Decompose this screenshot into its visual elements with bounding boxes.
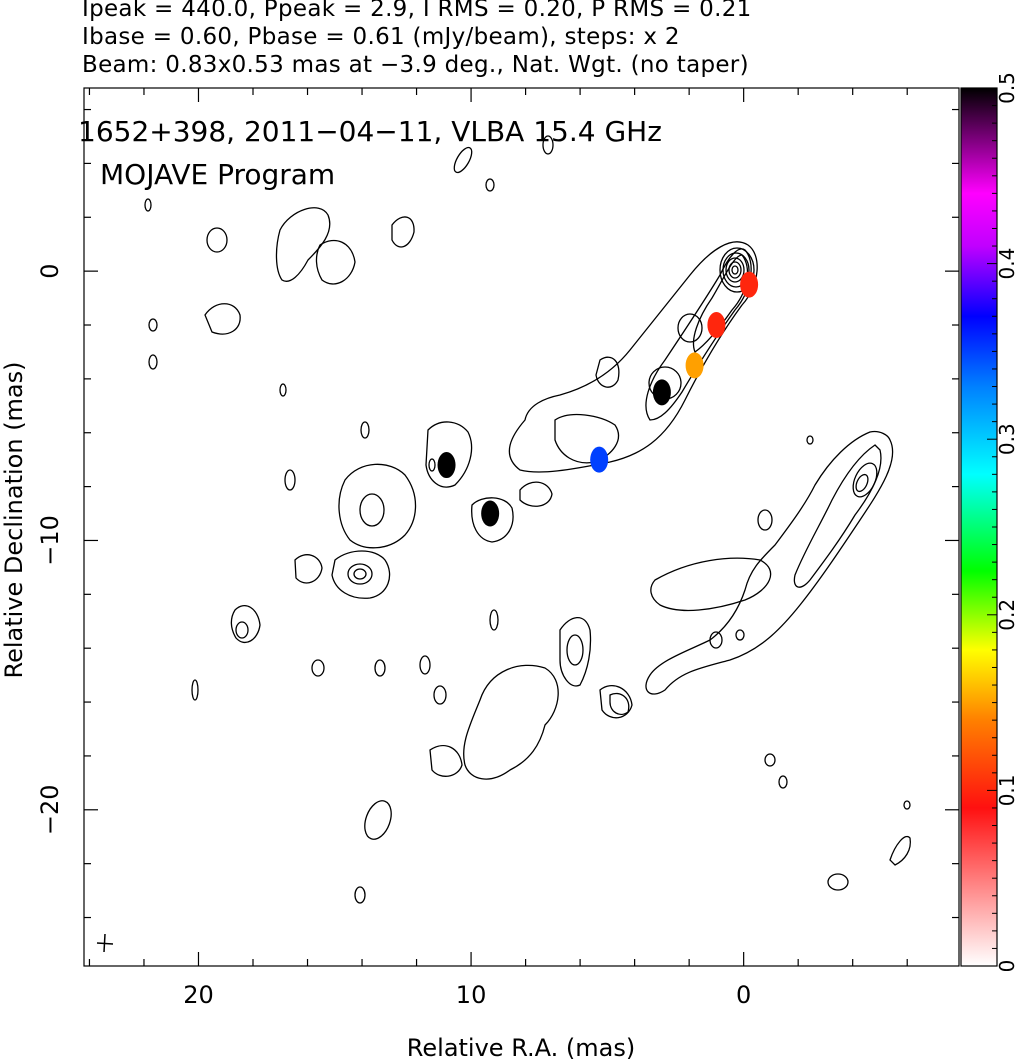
polarization-patch xyxy=(707,312,726,339)
beam-marker xyxy=(96,933,114,953)
header-beam-line: Beam: 0.83x0.53 mas at −3.9 deg., Nat. W… xyxy=(82,52,749,78)
x-tick-label: 0 xyxy=(736,981,751,1009)
colorbar-tick-label: 0.4 xyxy=(995,248,1019,280)
colorbar-tick-label: 0.3 xyxy=(995,423,1019,455)
x-tick-label: 10 xyxy=(456,981,487,1009)
polarization-overlay xyxy=(437,271,759,527)
polarization-patch xyxy=(590,446,609,473)
x-tick-label: 20 xyxy=(183,981,214,1009)
y-tick-label: 0 xyxy=(36,264,64,279)
header-stats-line: Ipeak = 440.0, Ppeak = 2.9, I RMS = 0.20… xyxy=(82,0,752,22)
source-label: 1652+398, 2011−04−11, VLBA 15.4 GHz xyxy=(78,115,662,148)
polarization-patch xyxy=(740,271,759,298)
colorbar xyxy=(960,87,998,967)
y-tick-label: −20 xyxy=(36,784,64,835)
colorbar-tick-label: 0.2 xyxy=(995,599,1019,631)
y-axis-label: Relative Declination (mas) xyxy=(0,361,28,678)
polarization-patch xyxy=(481,500,500,527)
plot-frame xyxy=(83,87,960,967)
polarization-patch xyxy=(652,379,671,406)
contour-lines xyxy=(144,135,911,904)
x-axis: 20 10 0 xyxy=(88,88,908,1009)
polarization-patch xyxy=(685,352,704,379)
polarization-patch xyxy=(437,452,456,479)
colorbar-tick-label: 0.5 xyxy=(995,72,1019,104)
colorbar-tick-label: 0.1 xyxy=(995,774,1019,806)
colorbar-tick-label: 0 xyxy=(995,960,1019,973)
x-axis-label: Relative R.A. (mas) xyxy=(407,1034,635,1061)
program-label: MOJAVE Program xyxy=(100,158,335,191)
header-base-line: Ibase = 0.60, Pbase = 0.61 (mJy/beam), s… xyxy=(82,24,680,50)
colorbar-axis: 0 0.1 0.2 0.3 0.4 0.5 xyxy=(987,72,1019,972)
y-axis: 0 −10 −20 xyxy=(36,108,959,919)
y-tick-label: −10 xyxy=(36,515,64,566)
